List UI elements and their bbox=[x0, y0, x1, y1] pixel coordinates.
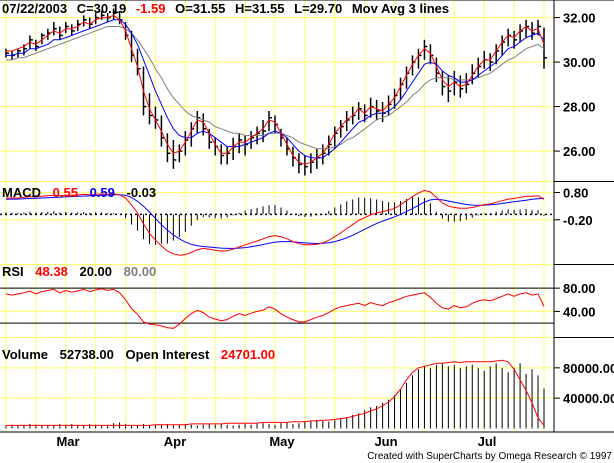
price-bar bbox=[94, 13, 99, 25]
header-low: L=29.70 bbox=[294, 1, 342, 16]
price-header: 07/22/2003 C=30.19 -1.59 O=31.55 H=31.55… bbox=[2, 1, 449, 16]
price-bar bbox=[41, 33, 45, 45]
price-bar bbox=[322, 144, 326, 165]
price-bar bbox=[310, 153, 314, 174]
price-bar bbox=[268, 111, 273, 132]
price-bar bbox=[53, 22, 57, 36]
axis-tick-label: 26.00 bbox=[563, 144, 596, 159]
price-bar bbox=[340, 119, 344, 138]
header-open: O=31.55 bbox=[175, 1, 225, 16]
price-bar bbox=[208, 128, 213, 149]
price-bar bbox=[316, 148, 320, 169]
indicator-lines bbox=[5, 14, 545, 426]
price-bar bbox=[519, 24, 524, 43]
grid bbox=[0, 0, 554, 432]
price-bar bbox=[35, 39, 39, 51]
rsi-label: RSI bbox=[2, 264, 24, 279]
axis-tick-label: 28.00 bbox=[563, 100, 596, 115]
price-bar bbox=[298, 153, 302, 174]
price-bar bbox=[112, 8, 117, 20]
volume-header: Volume 52738.00 Open Interest 24701.00 bbox=[2, 347, 275, 362]
axis-tick-label: 80.00 bbox=[563, 281, 596, 296]
rsi-value-2: 20.00 bbox=[79, 264, 112, 279]
price-bar bbox=[202, 113, 207, 136]
month-label: May bbox=[269, 434, 295, 449]
macd-value-3: -0.03 bbox=[127, 185, 157, 200]
price-bar bbox=[262, 119, 267, 143]
axis-tick-label: 80000.00 bbox=[563, 361, 614, 376]
rsi-value-3: 80.00 bbox=[124, 264, 157, 279]
moving-average-medium-line bbox=[6, 19, 545, 159]
month-label: Mar bbox=[56, 434, 79, 449]
macd-label: MACD bbox=[2, 185, 41, 200]
macd-value-1: 0.55 bbox=[53, 185, 78, 200]
header-change: -1.59 bbox=[136, 1, 166, 16]
price-bar bbox=[250, 131, 255, 149]
axis-tick-label: 32.00 bbox=[563, 11, 596, 26]
moving-average-fast-line bbox=[6, 14, 545, 165]
axis-tick-label: 40.00 bbox=[563, 304, 596, 319]
price-bar bbox=[71, 24, 75, 36]
month-label: Jul bbox=[478, 434, 497, 449]
macd-signal-line bbox=[5, 194, 545, 249]
price-bar bbox=[5, 48, 9, 58]
macd-line bbox=[6, 189, 545, 256]
price-bar bbox=[513, 30, 518, 49]
price-bar bbox=[220, 144, 225, 165]
axis-tick-label: 30.00 bbox=[563, 55, 596, 70]
price-bar bbox=[184, 131, 189, 156]
price-bar bbox=[417, 48, 422, 69]
price-bar bbox=[172, 139, 177, 169]
open-interest-label: Open Interest bbox=[125, 347, 209, 362]
price-bar bbox=[441, 70, 446, 96]
macd-header: MACD 0.55 0.59 -0.03 bbox=[2, 185, 156, 200]
price-bar bbox=[226, 146, 231, 165]
price-bar bbox=[100, 10, 105, 20]
month-label: Apr bbox=[164, 434, 186, 449]
header-date: 07/22/2003 bbox=[2, 1, 67, 16]
price-bar bbox=[543, 27, 547, 69]
rsi-value-1: 48.38 bbox=[35, 264, 68, 279]
price-bar bbox=[65, 22, 69, 34]
price-bar bbox=[411, 55, 416, 76]
price-bars bbox=[5, 8, 547, 429]
axis-frame bbox=[0, 0, 614, 433]
axis-tick-label: 0.80 bbox=[563, 186, 588, 201]
price-bar bbox=[244, 135, 249, 156]
header-close: C=30.19 bbox=[77, 1, 127, 16]
rsi-header: RSI 48.38 20.00 80.00 bbox=[2, 264, 156, 279]
open-interest-line bbox=[6, 359, 545, 426]
price-bar bbox=[345, 111, 350, 132]
price-bar bbox=[82, 15, 87, 27]
price-bar bbox=[375, 99, 380, 120]
price-bar bbox=[304, 155, 308, 176]
moving-average-slow-line bbox=[6, 26, 545, 150]
credit-text: Created with SuperCharts by Omega Resear… bbox=[367, 451, 612, 462]
price-bar bbox=[238, 133, 243, 154]
header-high: H=31.55 bbox=[235, 1, 285, 16]
price-bar bbox=[232, 137, 237, 160]
month-label: Jun bbox=[374, 434, 397, 449]
price-bar bbox=[507, 28, 512, 47]
price-bar bbox=[166, 133, 171, 163]
volume-label: Volume bbox=[2, 347, 48, 362]
volume-value: 52738.00 bbox=[60, 347, 114, 362]
open-interest-value: 24701.00 bbox=[221, 347, 275, 362]
axis-ticks: Mar Apr May Jun Jul 26.00 28.00 30.00 32.00 0.80 -… bbox=[56, 11, 614, 449]
axis-tick-label: -0.20 bbox=[563, 213, 593, 228]
price-bar bbox=[423, 39, 428, 60]
macd-value-2: 0.59 bbox=[90, 185, 115, 200]
price-bar bbox=[489, 53, 494, 71]
price-bar bbox=[387, 95, 392, 116]
price-bar bbox=[196, 111, 201, 134]
header-title: Mov Avg 3 lines bbox=[352, 1, 449, 16]
axis-tick-label: 40000.00 bbox=[563, 391, 614, 406]
price-bar bbox=[447, 75, 452, 103]
rsi-line bbox=[5, 288, 545, 329]
